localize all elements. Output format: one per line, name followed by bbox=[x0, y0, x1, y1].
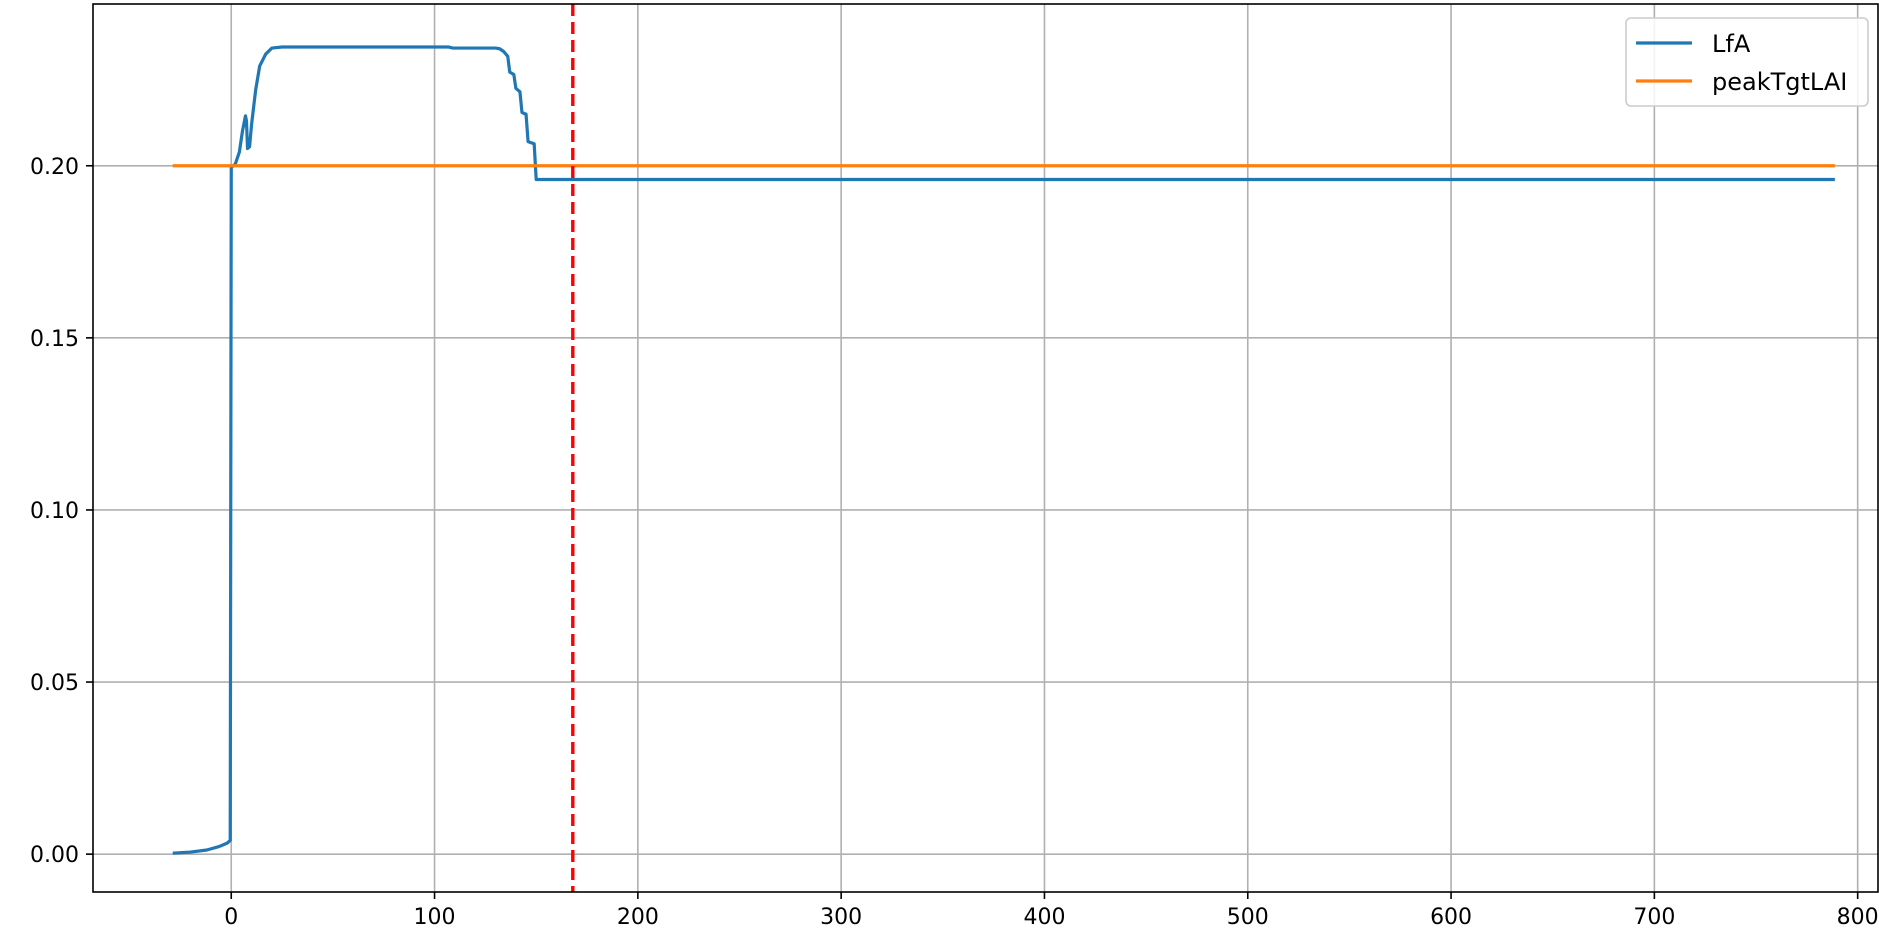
y-tick-label: 0.20 bbox=[30, 155, 79, 180]
legend-label: LfA bbox=[1712, 30, 1751, 58]
y-tick-label: 0.10 bbox=[30, 499, 79, 524]
x-tick-label: 100 bbox=[414, 905, 456, 930]
legend-label: peakTgtLAI bbox=[1712, 68, 1847, 96]
x-tick-label: 400 bbox=[1023, 905, 1065, 930]
series-line-lfa bbox=[172, 45, 1835, 855]
grid-lines bbox=[93, 4, 1878, 892]
legend: LfA peakTgtLAI bbox=[1625, 17, 1869, 107]
y-tick-label: 0.15 bbox=[30, 327, 79, 352]
y-tick-label: 0.00 bbox=[30, 843, 79, 868]
axis-ticks: 0 100 200 300 400 500 600 700 800 0.00 0.05 0.10 0.1… bbox=[30, 155, 1879, 930]
legend-box bbox=[1625, 17, 1869, 107]
x-tick-label: 300 bbox=[820, 905, 862, 930]
x-tick-label: 600 bbox=[1430, 905, 1472, 930]
y-tick-label: 0.05 bbox=[30, 671, 79, 696]
x-tick-label: 700 bbox=[1633, 905, 1675, 930]
x-tick-label: 200 bbox=[617, 905, 659, 930]
x-tick-label: 0 bbox=[224, 905, 238, 930]
x-tick-label: 500 bbox=[1227, 905, 1269, 930]
plot-frame bbox=[92, 3, 1879, 893]
data-series bbox=[172, 45, 1835, 855]
x-tick-label: 800 bbox=[1837, 905, 1879, 930]
